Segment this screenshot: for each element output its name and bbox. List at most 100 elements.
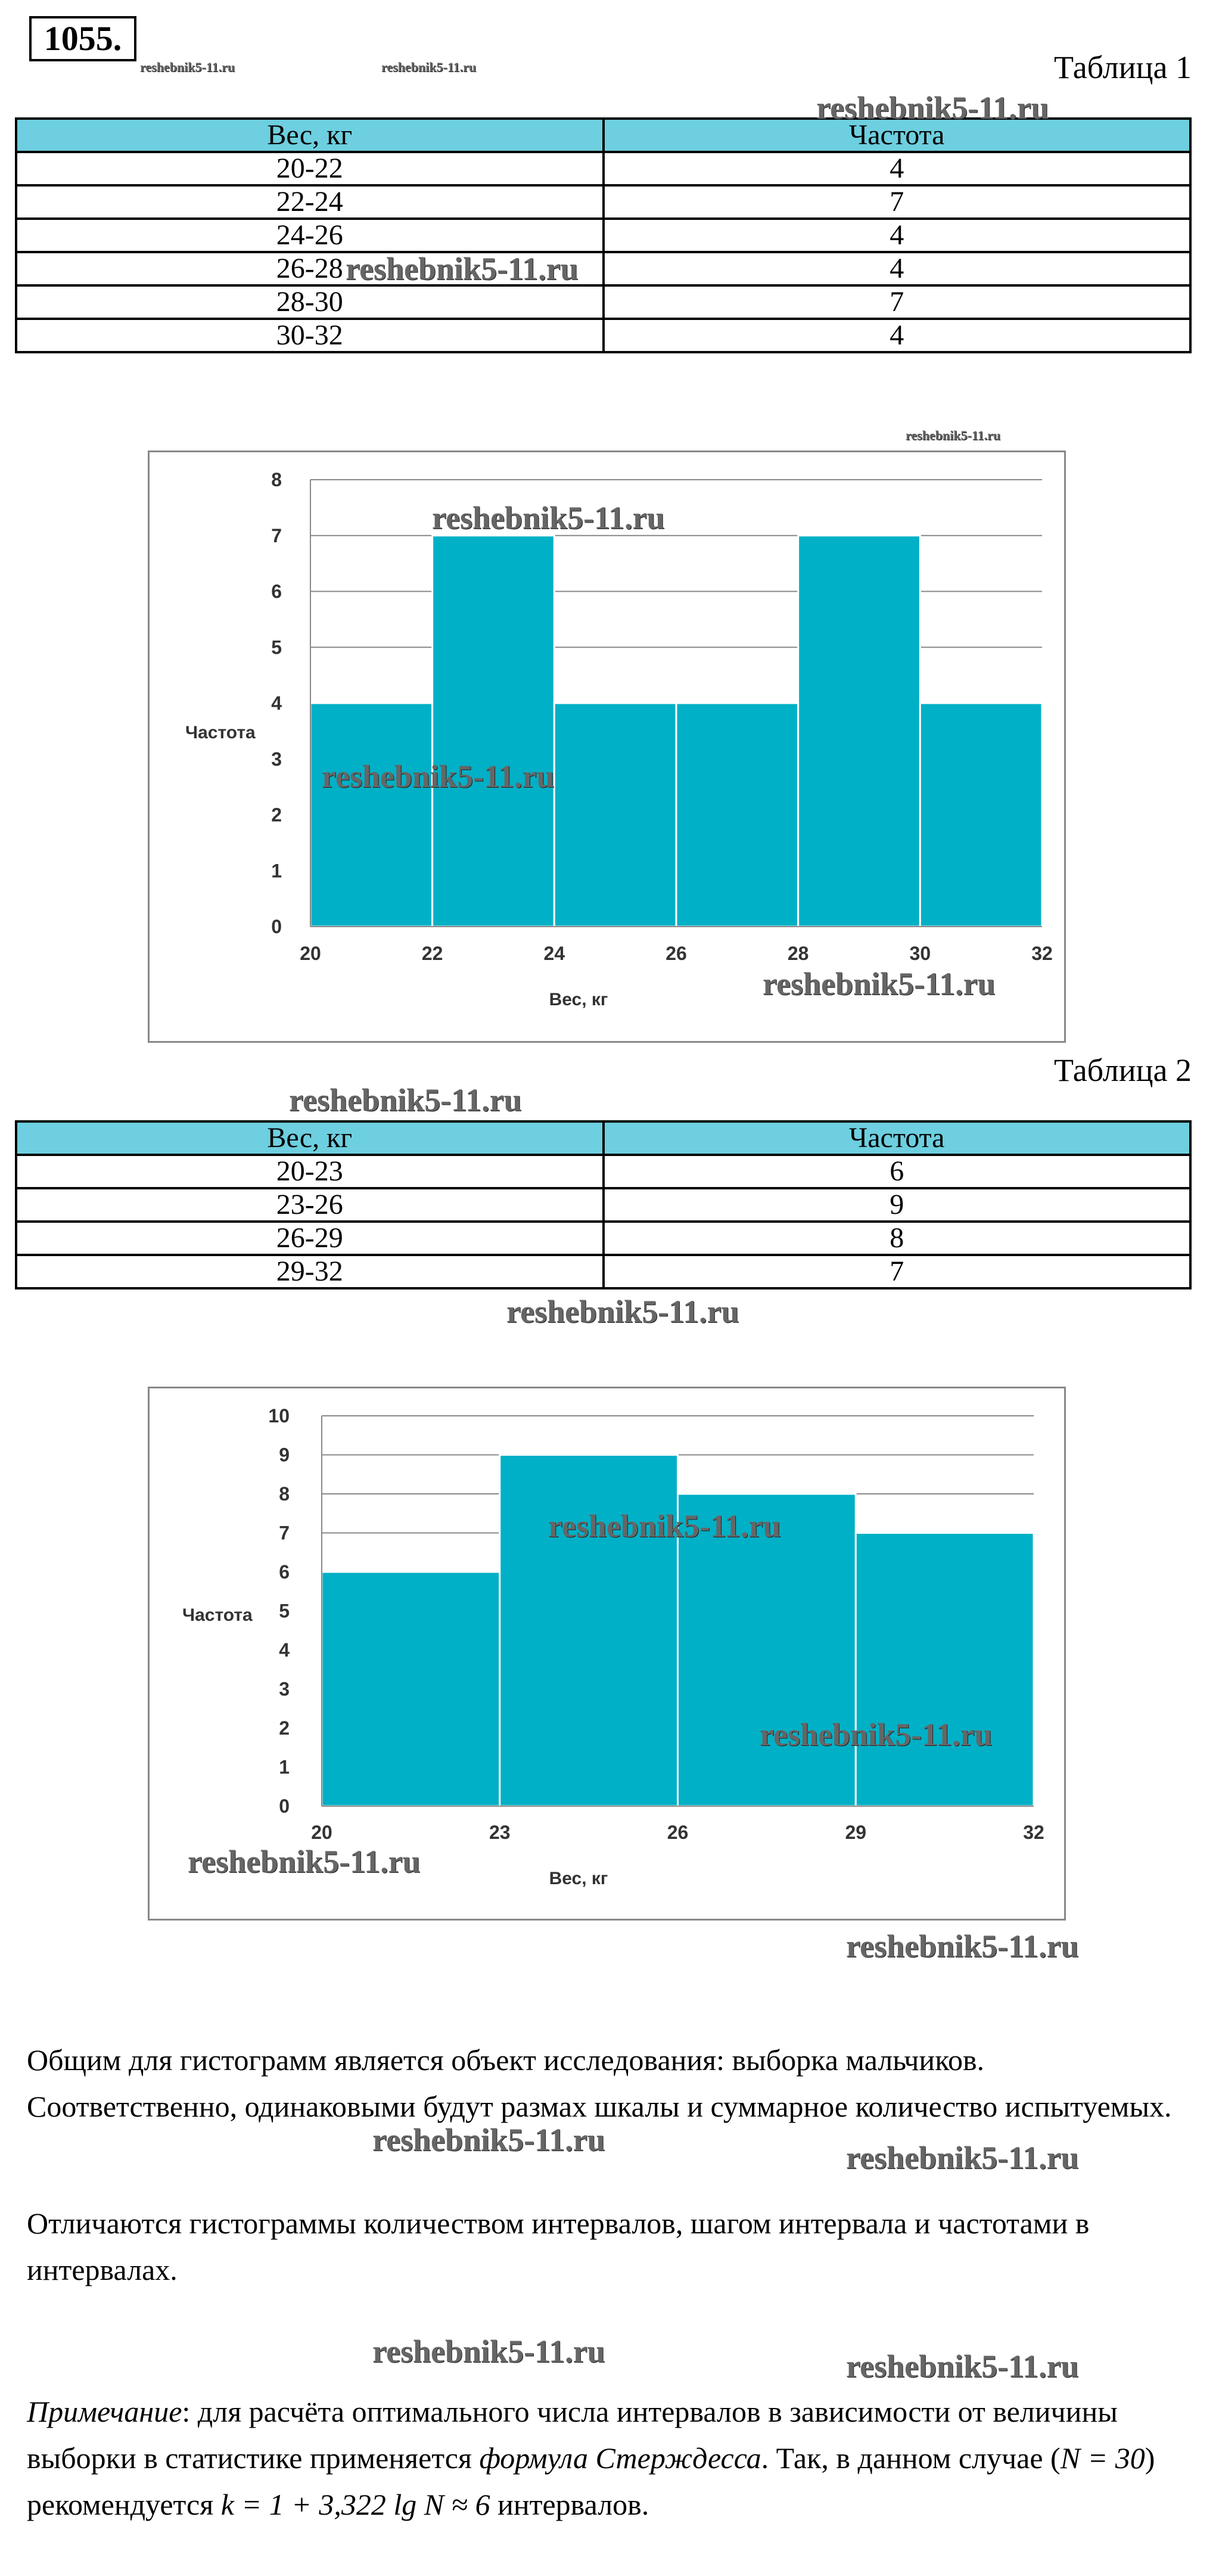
table-row: 20-23 6 (15, 1154, 1192, 1189)
y-tick-label: 10 (268, 1405, 290, 1427)
histogram-bar (675, 702, 800, 928)
x-tick-label: 29 (845, 1822, 866, 1843)
y-axis-title: Частота (185, 723, 256, 742)
histogram-bar (499, 1454, 679, 1807)
y-tick-label: 1 (271, 860, 282, 881)
x-axis-title: Вес, кг (549, 990, 608, 1009)
cell-frequency: 7 (602, 184, 1192, 220)
histogram-bar (797, 535, 921, 928)
y-tick-label: 8 (279, 1483, 290, 1505)
y-tick-label: 7 (279, 1522, 290, 1544)
cell-frequency: 9 (602, 1187, 1192, 1223)
watermark: reshebnik5-11.ru (846, 1928, 1079, 1964)
table-row: 26-28 4 (15, 251, 1192, 287)
histogram-1-svg: 0 1 2 3 4 5 6 7 8 20 22 24 26 28 30 32 Вес, кг Частота (185, 469, 1053, 1009)
cell-frequency: 4 (602, 151, 1192, 187)
table-header-row: Вес, кг Частота (15, 117, 1192, 153)
x-axis-title: Вес, кг (549, 1869, 608, 1888)
histogram-bar (321, 1571, 501, 1807)
watermark: reshebnik5-11.ru (289, 1082, 522, 1118)
table-header-row: Вес, кг Частота (15, 1120, 1192, 1156)
histogram-bar (854, 1532, 1035, 1807)
table-row: 24-26 4 (15, 217, 1192, 253)
column-header-frequency: Частота (602, 1120, 1192, 1156)
x-tick-label: 22 (422, 943, 443, 964)
table1: Вес, кг Частота 20-22 4 22-24 7 24-26 4 26-… (15, 117, 1192, 353)
x-tick-label: 32 (1023, 1822, 1044, 1843)
note-n: N = 30 (1060, 2441, 1145, 2475)
note-text: : для расчёта оптимального числа интерва… (27, 2395, 1118, 2475)
y-tick-label: 0 (279, 1795, 290, 1817)
y-tick-label: 2 (279, 1717, 290, 1739)
table2: Вес, кг Частота 20-23 6 23-26 9 26-29 8 29-… (15, 1120, 1192, 1289)
x-tick-label: 26 (667, 1822, 689, 1843)
column-header-frequency: Частота (602, 117, 1192, 153)
x-tick-label: 32 (1031, 943, 1053, 964)
table-row: 22-24 7 (15, 184, 1192, 220)
cell-frequency: 4 (602, 217, 1192, 253)
table1-caption: Таблица 1 (1054, 49, 1192, 85)
histogram-bar (431, 535, 555, 928)
y-tick-label: 3 (271, 748, 282, 770)
watermark: reshebnik5-11.ru (906, 428, 1001, 443)
table2-caption: Таблица 2 (1054, 1052, 1192, 1088)
paragraph-differences: Отличаются гистограммы количеством интер… (27, 2207, 1090, 2286)
y-tick-label: 8 (271, 469, 282, 490)
table-row: 30-32 4 (15, 318, 1192, 353)
histogram-bar (919, 702, 1043, 928)
x-tick-label: 28 (788, 943, 809, 964)
cell-weight: 26-28 (15, 251, 605, 287)
note-text: интервалов. (490, 2488, 649, 2521)
y-tick-label: 0 (271, 916, 282, 937)
problem-number: 1055. (29, 16, 136, 61)
y-axis-title: Частота (182, 1605, 253, 1625)
x-tick-label: 26 (666, 943, 687, 964)
cell-weight: 29-32 (15, 1254, 605, 1289)
y-tick-label: 5 (279, 1601, 290, 1622)
y-tick-label: 7 (271, 525, 282, 546)
cell-weight: 23-26 (15, 1187, 605, 1223)
x-tick-label: 23 (489, 1822, 511, 1843)
table-row: 20-22 4 (15, 151, 1192, 187)
y-tick-label: 6 (279, 1561, 290, 1583)
y-tick-label: 6 (271, 581, 282, 602)
cell-frequency: 8 (602, 1220, 1192, 1256)
cell-frequency: 4 (602, 251, 1192, 287)
watermark: reshebnik5-11.ru (846, 2140, 1079, 2176)
table-row: 26-29 8 (15, 1220, 1192, 1256)
cell-frequency: 6 (602, 1154, 1192, 1189)
cell-weight: 20-23 (15, 1154, 605, 1189)
paragraph-common: Общим для гистограмм является объект исс… (27, 2043, 1172, 2123)
y-tick-label: 4 (271, 692, 282, 714)
y-tick-label: 1 (279, 1757, 290, 1778)
y-tick-label: 2 (271, 804, 282, 826)
cell-frequency: 7 (602, 284, 1192, 320)
cell-weight: 30-32 (15, 318, 605, 353)
cell-weight: 24-26 (15, 217, 605, 253)
cell-frequency: 4 (602, 318, 1192, 353)
column-header-weight: Вес, кг (15, 1120, 605, 1156)
histogram-2: 0 1 2 3 4 5 6 7 8 9 10 20 23 26 29 32 Вес, кг Частота (148, 1387, 1066, 1921)
cell-weight: 22-24 (15, 184, 605, 220)
watermark: reshebnik5-11.ru (846, 2348, 1079, 2384)
table-row: 29-32 7 (15, 1254, 1192, 1289)
note-label: Примечание (27, 2395, 182, 2428)
cell-frequency: 7 (602, 1254, 1192, 1289)
y-tick-label: 4 (279, 1639, 290, 1661)
y-tick-label: 5 (271, 636, 282, 658)
watermark: reshebnik5-11.ru (506, 1294, 739, 1329)
histogram-bar (677, 1493, 857, 1807)
x-tick-label: 20 (300, 943, 321, 964)
cell-weight: 26-29 (15, 1220, 605, 1256)
note-formula: k = 1 + 3,322 lg N ≈ 6 (220, 2488, 490, 2521)
y-tick-label: 9 (279, 1444, 290, 1466)
note-text: ) рекомендуется (27, 2441, 1155, 2521)
column-header-weight: Вес, кг (15, 117, 605, 153)
x-tick-label: 30 (910, 943, 931, 964)
x-tick-label: 20 (311, 1822, 332, 1843)
histogram-bar (309, 702, 434, 928)
table-row: 28-30 7 (15, 284, 1192, 320)
histogram-1: 0 1 2 3 4 5 6 7 8 20 22 24 26 28 30 32 Вес, кг Частота (148, 450, 1066, 1043)
table-row: 23-26 9 (15, 1187, 1192, 1223)
